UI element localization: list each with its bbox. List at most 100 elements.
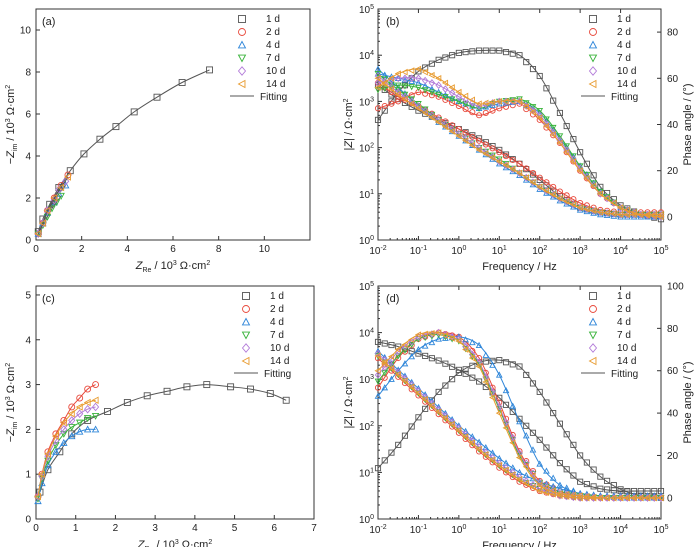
data-point	[489, 154, 496, 161]
data-point	[577, 478, 584, 485]
y2-tick-label: 40	[667, 409, 679, 420]
data-point	[408, 67, 415, 74]
data-point	[455, 337, 462, 345]
panel-d: 10-2 10-1 100 101 102 103 104 10510010110210310…	[343, 281, 694, 547]
data-point	[588, 66, 598, 76]
y-tick-label: 10	[20, 26, 32, 37]
data-point	[408, 383, 415, 391]
data-point	[610, 493, 618, 502]
fit-line	[37, 399, 96, 497]
data-point	[449, 363, 456, 370]
text-segment: | / Ω·cm	[343, 102, 355, 141]
data-point	[468, 433, 476, 440]
data-point	[80, 150, 88, 158]
legend-label: 7 d	[266, 53, 280, 64]
data-point	[449, 52, 456, 59]
data-point	[489, 98, 496, 106]
tick-base: 10	[613, 525, 625, 536]
data-point	[556, 195, 563, 202]
data-point	[569, 491, 577, 499]
data-point	[381, 71, 389, 78]
data-point	[476, 47, 483, 54]
data-point	[448, 94, 456, 101]
data-point	[657, 213, 664, 221]
data-point	[435, 81, 442, 90]
data-point	[401, 74, 409, 83]
data-point	[543, 179, 550, 186]
tick-base: 10	[410, 246, 422, 257]
data-point	[549, 487, 556, 495]
text-segment: Z	[5, 428, 17, 437]
data-point	[381, 107, 388, 114]
data-point	[408, 337, 415, 346]
data-point	[489, 394, 496, 401]
data-point	[563, 143, 571, 150]
data-point	[489, 456, 496, 464]
data-point	[241, 356, 250, 366]
data-point	[415, 102, 422, 110]
data-point	[509, 402, 517, 409]
data-point	[381, 102, 388, 110]
text-segment: 3	[5, 396, 12, 400]
data-point	[542, 484, 550, 492]
data-point	[401, 347, 409, 354]
data-point	[529, 108, 536, 116]
data-point	[67, 432, 76, 440]
text-segment: 2	[206, 260, 210, 267]
data-point	[428, 402, 435, 409]
data-point	[495, 462, 502, 469]
data-point	[509, 361, 516, 368]
data-point	[468, 141, 475, 149]
text-segment: Ω·cm	[5, 367, 17, 397]
text-segment: Ω·cm	[179, 539, 209, 547]
y2-tick-label: 80	[667, 28, 679, 39]
data-point	[637, 494, 644, 502]
tick-exponent: 3	[584, 245, 588, 252]
data-point	[422, 90, 429, 97]
data-point	[556, 481, 564, 488]
data-point	[637, 211, 644, 218]
data-point	[60, 430, 68, 438]
tick-label: 101	[359, 189, 374, 201]
data-point	[34, 229, 42, 238]
tick-label: 10-2	[369, 524, 386, 536]
data-point	[408, 100, 415, 108]
data-point	[590, 493, 597, 501]
data-point	[482, 141, 489, 148]
data-point	[589, 15, 597, 23]
data-point	[588, 79, 597, 89]
data-point	[495, 371, 503, 378]
data-point	[643, 494, 651, 502]
data-point	[522, 100, 530, 107]
data-point	[583, 205, 590, 213]
data-point	[381, 360, 388, 368]
data-point	[502, 401, 510, 408]
data-point	[76, 394, 84, 402]
data-point	[92, 381, 100, 389]
data-point	[428, 111, 436, 120]
y-tick-label: 2	[25, 194, 31, 205]
data-point	[643, 212, 651, 219]
data-point	[610, 494, 617, 502]
data-point	[502, 359, 510, 366]
data-point	[83, 425, 92, 433]
data-point	[91, 412, 100, 420]
data-point	[549, 191, 556, 198]
data-point	[414, 389, 422, 397]
y2-tick-label: 60	[667, 366, 679, 377]
data-point	[549, 474, 557, 481]
data-point	[183, 383, 191, 391]
data-point	[68, 403, 76, 411]
data-point	[482, 378, 489, 386]
data-point	[238, 15, 246, 23]
data-point	[394, 70, 401, 78]
data-point	[61, 181, 70, 189]
y2-axis-label: Phase angle / (°)	[682, 361, 694, 443]
tick-base: 10	[532, 525, 544, 536]
data-point	[59, 418, 67, 427]
data-point	[449, 122, 456, 129]
data-point	[570, 441, 577, 448]
tick-exponent: 2	[370, 143, 374, 150]
data-point	[563, 466, 570, 473]
x-tick-label: 6	[170, 244, 176, 255]
